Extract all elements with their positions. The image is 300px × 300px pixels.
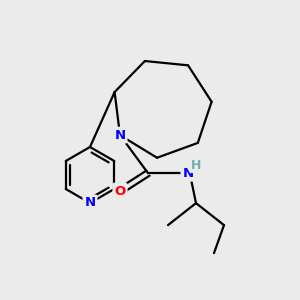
Text: H: H bbox=[191, 159, 201, 172]
Text: N: N bbox=[182, 167, 194, 180]
Text: O: O bbox=[114, 184, 126, 198]
Text: N: N bbox=[84, 196, 96, 209]
Text: N: N bbox=[114, 129, 126, 142]
